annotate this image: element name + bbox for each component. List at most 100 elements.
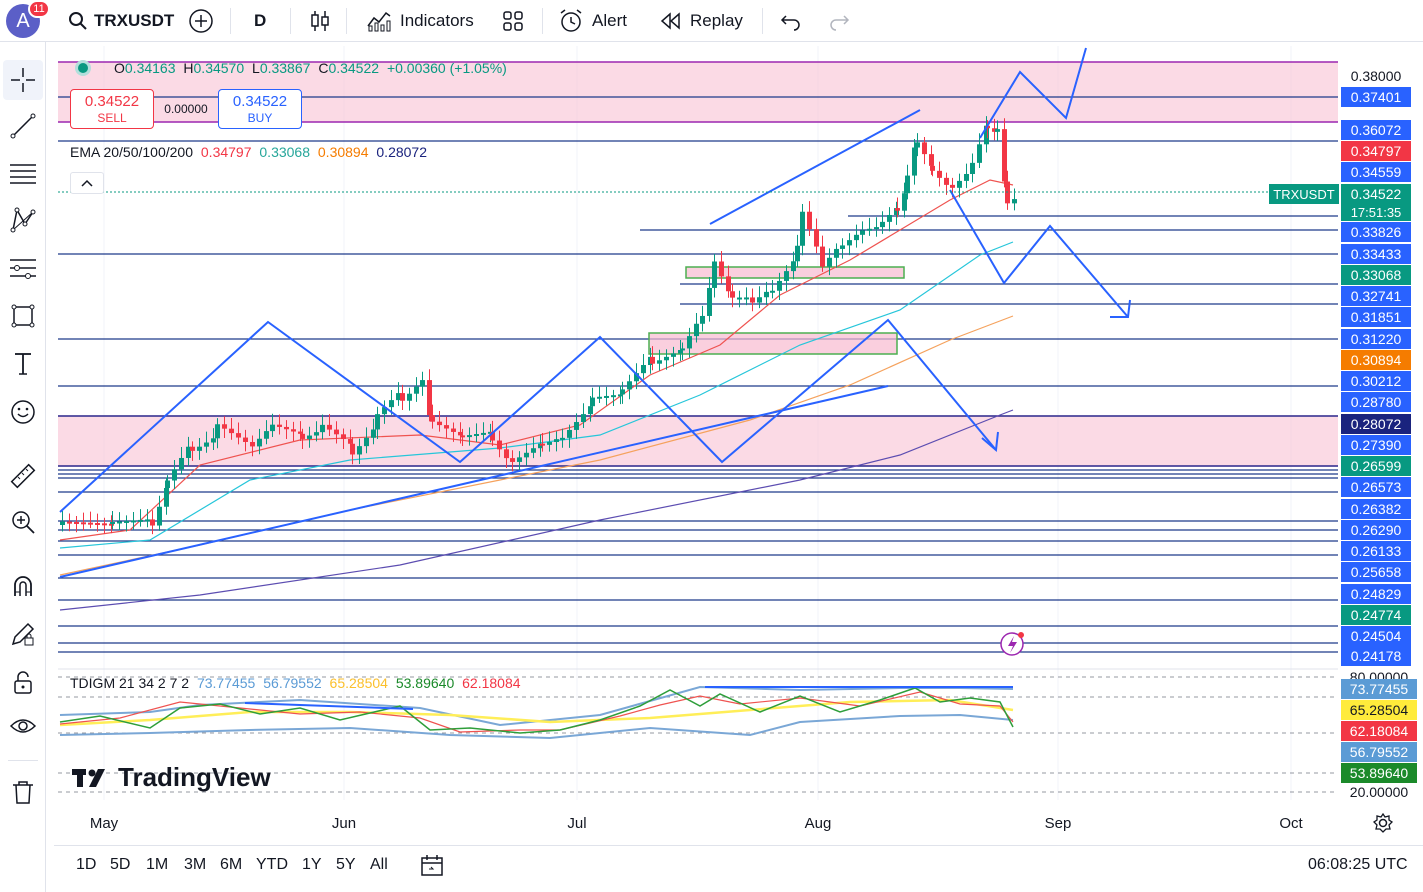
clock-display[interactable]: 06:08:25 UTC [1308, 856, 1408, 873]
compare-button[interactable] [188, 6, 214, 36]
chart-settings-button[interactable] [1372, 812, 1394, 839]
ema-label: EMA 20/50/100/200 [70, 144, 193, 160]
toolbar-divider [230, 8, 231, 34]
sell-button[interactable]: 0.34522 SELL [70, 89, 154, 129]
price-label: 0.27390 [1351, 437, 1402, 453]
price-label-bg [1341, 265, 1411, 285]
candle-body [517, 457, 522, 462]
date-range-button[interactable] [420, 854, 444, 883]
price-label-bg [1341, 162, 1411, 182]
candle-body [60, 521, 65, 525]
candle-body [992, 128, 997, 132]
osc-label: 62.18084 [1350, 723, 1409, 739]
candle-body [497, 440, 502, 450]
zoom-tool[interactable] [3, 502, 43, 542]
tdi-market-base [59, 698, 1014, 727]
range-button-1m[interactable]: 1M [146, 856, 169, 873]
candle-body [895, 208, 900, 211]
candle-body [236, 433, 241, 438]
range-button-3m[interactable]: 3M [184, 856, 207, 873]
symbol-tag-bg [1269, 184, 1339, 204]
chart-type-button[interactable] [308, 6, 332, 36]
range-button-1y[interactable]: 1Y [302, 856, 322, 873]
tdi-divergence-line [244, 702, 414, 710]
candle-body [284, 426, 289, 430]
range-button-5d[interactable]: 5D [110, 856, 131, 873]
hide-drawings-tool[interactable] [3, 706, 43, 746]
toolbar-divider [346, 8, 347, 34]
ema-legend[interactable]: EMA 20/50/100/200 0.34797 0.33068 0.3089… [70, 144, 427, 160]
range-button-5y[interactable]: 5Y [336, 856, 356, 873]
zoom-in-icon [12, 511, 35, 534]
candle-body [186, 446, 191, 458]
range-button-1d[interactable]: 1D [76, 856, 97, 873]
drawing-toolbar [0, 42, 46, 892]
oscillator-axis: 80.0000073.7745565.2850462.1808456.79552… [1338, 669, 1423, 800]
fib-tool[interactable] [3, 154, 43, 194]
plus-circle-icon [189, 9, 213, 33]
candle-body [375, 414, 380, 430]
forecast-tool[interactable] [3, 248, 43, 288]
grid-icon [503, 11, 523, 31]
candle-body [590, 397, 595, 407]
range-button-ytd[interactable]: YTD [256, 856, 288, 873]
price-label: 0.25658 [1351, 564, 1402, 580]
candle-body [243, 437, 248, 442]
calendar-icon [421, 855, 443, 876]
replay-button[interactable]: Replay [660, 6, 743, 36]
candle-body [364, 437, 369, 447]
icon-tool[interactable] [3, 392, 43, 432]
trend-line-tool[interactable] [3, 106, 43, 146]
pattern-icon [10, 207, 36, 233]
candle-body [138, 519, 143, 522]
buy-button[interactable]: 0.34522 BUY [218, 89, 302, 129]
interval-button[interactable]: D [254, 11, 267, 30]
projection-up-drawing [979, 47, 1087, 139]
candle-body [726, 276, 731, 292]
layouts-button[interactable] [502, 6, 524, 36]
price-label: 0.32741 [1351, 288, 1402, 304]
alert-button[interactable]: Alert [558, 6, 627, 36]
arrow-head [1110, 299, 1131, 318]
redo-button[interactable] [828, 6, 850, 36]
undo-button[interactable] [780, 6, 802, 36]
candle-body [179, 457, 184, 470]
collapse-legend-button[interactable] [70, 172, 104, 194]
price-label-bg [1341, 435, 1411, 455]
search-icon [69, 12, 87, 30]
candle-body [840, 245, 845, 249]
indicators-button[interactable]: Indicators [366, 6, 474, 36]
lock-drawings-tool[interactable] [3, 662, 43, 702]
candle-body [912, 147, 917, 176]
remove-drawings-tool[interactable] [3, 772, 43, 812]
watermark-text: TradingView [118, 762, 271, 792]
symbol-search-button[interactable]: TRXUSDT [68, 6, 174, 36]
range-button-all[interactable]: All [370, 856, 388, 873]
candle-body [620, 389, 625, 395]
crosshair-tool[interactable] [3, 60, 43, 100]
candle-body [291, 429, 296, 432]
buy-price: 0.34522 [232, 93, 288, 110]
tradingview-watermark: TradingView [72, 762, 271, 793]
candle-body [611, 395, 616, 398]
candle-body [930, 165, 935, 171]
candle-body [300, 433, 305, 439]
price-label: 0.34522 [1351, 186, 1402, 202]
magnet-tool[interactable] [3, 566, 43, 606]
candle-body [298, 431, 303, 434]
range-button-6m[interactable]: 6M [220, 856, 243, 873]
shapes-tool[interactable] [3, 296, 43, 336]
redo-icon [830, 15, 850, 31]
text-tool[interactable] [3, 344, 43, 384]
candle-body [490, 431, 495, 441]
toolbar-divider [290, 8, 291, 34]
low-value: 0.33867 [259, 60, 311, 76]
pattern-tool[interactable] [3, 200, 43, 240]
stay-in-drawing-tool[interactable] [3, 614, 43, 654]
measure-tool[interactable] [3, 456, 43, 496]
candles-icon [311, 11, 329, 31]
price-label: 0.26382 [1351, 501, 1402, 517]
tdigm-legend[interactable]: TDIGM 21 34 2 7 2 73.77455 56.79552 65.2… [70, 675, 521, 691]
buy-label: BUY [247, 111, 273, 125]
